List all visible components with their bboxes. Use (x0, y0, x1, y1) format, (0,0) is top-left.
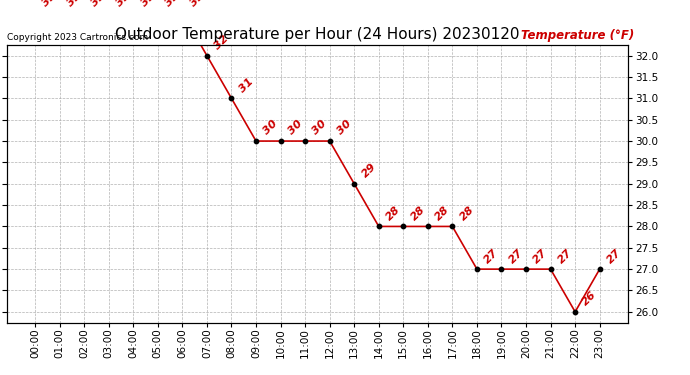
Point (79, 10, 90, 16)
Text: 27: 27 (531, 247, 550, 265)
Text: 30: 30 (262, 119, 279, 137)
Point (447, 224, 458, 230)
Point (324, 138, 335, 144)
Text: 30: 30 (310, 119, 328, 137)
Text: 27: 27 (605, 247, 623, 265)
Point (471, 266, 482, 272)
Point (30, 10, 41, 16)
Text: 33: 33 (41, 0, 59, 9)
Point (373, 224, 384, 230)
Text: Temperature (°F): Temperature (°F) (521, 29, 634, 42)
Point (496, 266, 507, 272)
Text: 28: 28 (433, 204, 451, 222)
Point (299, 138, 310, 144)
Text: 27: 27 (556, 247, 574, 265)
Text: 31: 31 (237, 76, 255, 94)
Point (201, 53, 213, 58)
Text: 29: 29 (359, 162, 378, 180)
Point (422, 224, 433, 230)
Point (250, 138, 262, 144)
Point (104, 10, 115, 16)
Text: 28: 28 (409, 204, 427, 222)
Text: 33: 33 (115, 0, 132, 9)
Title: Outdoor Temperature per Hour (24 Hours) 20230120: Outdoor Temperature per Hour (24 Hours) … (115, 27, 520, 42)
Text: 30: 30 (335, 119, 353, 137)
Text: 33: 33 (164, 0, 181, 9)
Text: 28: 28 (458, 204, 476, 222)
Point (594, 266, 605, 272)
Text: 28: 28 (384, 204, 402, 222)
Text: Copyright 2023 Cartronics.com: Copyright 2023 Cartronics.com (7, 33, 148, 42)
Text: 26: 26 (581, 290, 599, 308)
Text: 30: 30 (286, 119, 304, 137)
Point (570, 309, 581, 315)
Text: 27: 27 (507, 247, 525, 265)
Point (226, 95, 237, 101)
Point (275, 138, 286, 144)
Point (54, 10, 65, 16)
Point (520, 266, 531, 272)
Point (545, 266, 556, 272)
Text: 33: 33 (139, 0, 157, 9)
Point (348, 181, 359, 187)
Point (152, 10, 164, 16)
Point (177, 10, 188, 16)
Text: 33: 33 (90, 0, 108, 9)
Text: 33: 33 (66, 0, 83, 9)
Text: 32: 32 (213, 33, 230, 51)
Point (398, 224, 409, 230)
Text: 27: 27 (482, 247, 500, 265)
Point (128, 10, 139, 16)
Text: 33: 33 (188, 0, 206, 9)
